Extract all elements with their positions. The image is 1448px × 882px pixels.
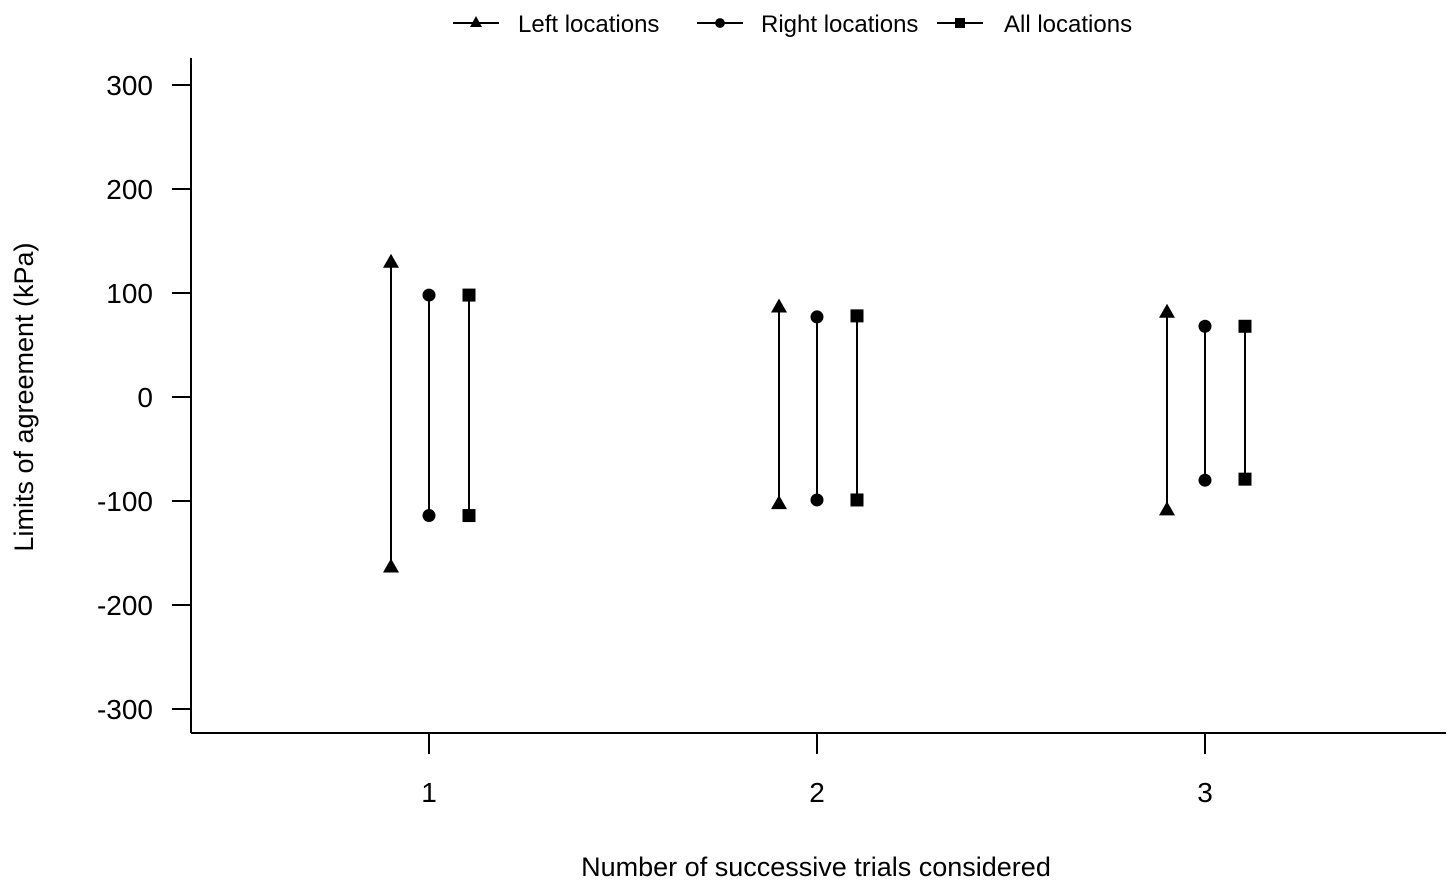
lower-limit-point: [850, 493, 864, 507]
upper-limit-point: [422, 288, 436, 302]
legend-marker-triangle: [470, 16, 482, 27]
legend: Left locations Right locations All locatio…: [453, 11, 1132, 38]
x-axis-title: Number of successive trials considered: [581, 852, 1051, 882]
y-tick-label: -100: [97, 486, 153, 517]
lower-limit-point: [810, 493, 824, 507]
legend-item: Left locations: [453, 11, 659, 38]
legend-label: Left locations: [518, 11, 659, 38]
upper-limit-point: [1159, 303, 1175, 318]
legend-item: Right locations: [697, 11, 918, 38]
lower-limit-point: [383, 558, 399, 573]
series-right-locations: [422, 288, 1212, 523]
legend-label: All locations: [1004, 11, 1132, 38]
y-tick-label: 0: [137, 382, 153, 413]
lower-limit-point: [462, 509, 476, 523]
upper-limit-point: [462, 288, 476, 302]
lower-limit-point: [422, 509, 436, 523]
y-tick-label: 300: [106, 70, 153, 101]
x-tick-label: 2: [809, 777, 825, 808]
upper-limit-point: [850, 309, 864, 323]
y-tick-label: -300: [97, 694, 153, 725]
y-tick-label: -200: [97, 590, 153, 621]
upper-limit-point: [1238, 319, 1252, 333]
upper-limit-point: [810, 310, 824, 324]
y-tick-label: 200: [106, 174, 153, 205]
y-axis-title: Limits of agreement (kPa): [9, 242, 39, 551]
upper-limit-point: [771, 298, 787, 313]
series-all-locations: [462, 288, 1252, 523]
legend-marker-square: [955, 18, 965, 28]
legend-marker-circle: [715, 18, 725, 28]
upper-limit-point: [1198, 319, 1212, 333]
lower-limit-point: [1238, 472, 1252, 486]
lower-limit-point: [1159, 501, 1175, 516]
x-tick-label: 1: [421, 777, 437, 808]
legend-item: All locations: [937, 11, 1132, 38]
upper-limit-point: [383, 253, 399, 268]
x-tick-label: 3: [1197, 777, 1213, 808]
lower-limit-point: [771, 495, 787, 510]
y-tick-label: 100: [106, 278, 153, 309]
legend-label: Right locations: [761, 11, 918, 38]
lower-limit-point: [1198, 473, 1212, 487]
y-axis: 300 200 100 0 -100 -200 -300: [97, 58, 192, 733]
plot-area: [383, 253, 1252, 573]
x-axis: 1 2 3: [191, 732, 1446, 808]
series-left-locations: [383, 253, 1175, 573]
